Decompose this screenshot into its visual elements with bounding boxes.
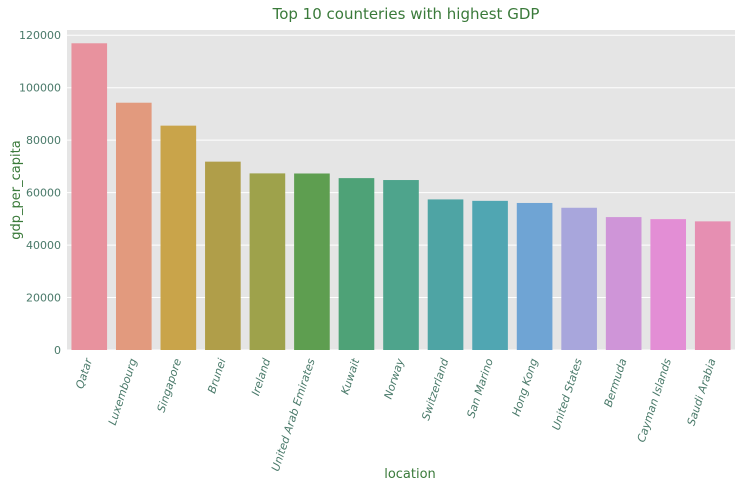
bar-bermuda (605, 217, 642, 350)
bar-saudi-arabia (694, 221, 731, 350)
bar-kuwait (338, 178, 375, 350)
x-tick-label: Norway (382, 356, 407, 400)
bar-san-marino (472, 200, 508, 350)
bar-qatar (71, 43, 108, 350)
y-axis-ticks: 0 20000 40000 60000 80000 100000 120000 (19, 29, 61, 357)
x-tick-label: San Marino (464, 357, 496, 420)
x-tick-label: Brunei (205, 357, 228, 395)
y-tick-label: 100000 (19, 82, 61, 95)
x-tick-label: Ireland (249, 356, 274, 397)
x-tick-label: Cayman Islands (635, 357, 674, 444)
x-tick-label: United States (550, 357, 585, 432)
x-axis-label: location (384, 467, 436, 482)
bar-luxembourg (115, 102, 152, 350)
x-tick-label: Saudi Arabia (685, 357, 719, 428)
y-tick-label: 120000 (19, 29, 61, 42)
bars (71, 43, 731, 350)
bar-singapore (160, 125, 197, 350)
x-tick-label: Switzerland (419, 356, 452, 422)
x-tick-label: Kuwait (339, 356, 363, 396)
bar-cayman-islands (650, 219, 687, 350)
x-tick-label: Bermuda (602, 357, 630, 409)
x-tick-label: Hong Kong (510, 357, 541, 418)
bar-united-arab-emirates (294, 173, 330, 350)
x-tick-label: Luxembourg (106, 357, 140, 427)
x-tick-label: Singapore (155, 357, 185, 414)
y-tick-label: 60000 (26, 187, 61, 200)
bar-brunei (205, 161, 241, 350)
bar-ireland (249, 173, 286, 350)
x-tick-label: United Arab Emirates (269, 357, 318, 473)
bar-united-states (561, 207, 597, 350)
y-tick-label: 0 (54, 344, 61, 357)
y-axis-label: gdp_per_capita (9, 140, 24, 239)
y-tick-label: 80000 (26, 134, 61, 147)
x-axis-ticks: Qatar Luxembourg Singapore Brunei IrelandUni… (73, 356, 718, 473)
bar-switzerland (427, 199, 464, 350)
x-tick-label: Qatar (73, 356, 95, 391)
bar-norway (383, 180, 419, 350)
y-tick-label: 20000 (26, 292, 61, 305)
bar-hong-kong (516, 202, 553, 350)
y-tick-label: 40000 (26, 239, 61, 252)
chart-title: Top 10 counteries with highest GDP (272, 5, 540, 23)
